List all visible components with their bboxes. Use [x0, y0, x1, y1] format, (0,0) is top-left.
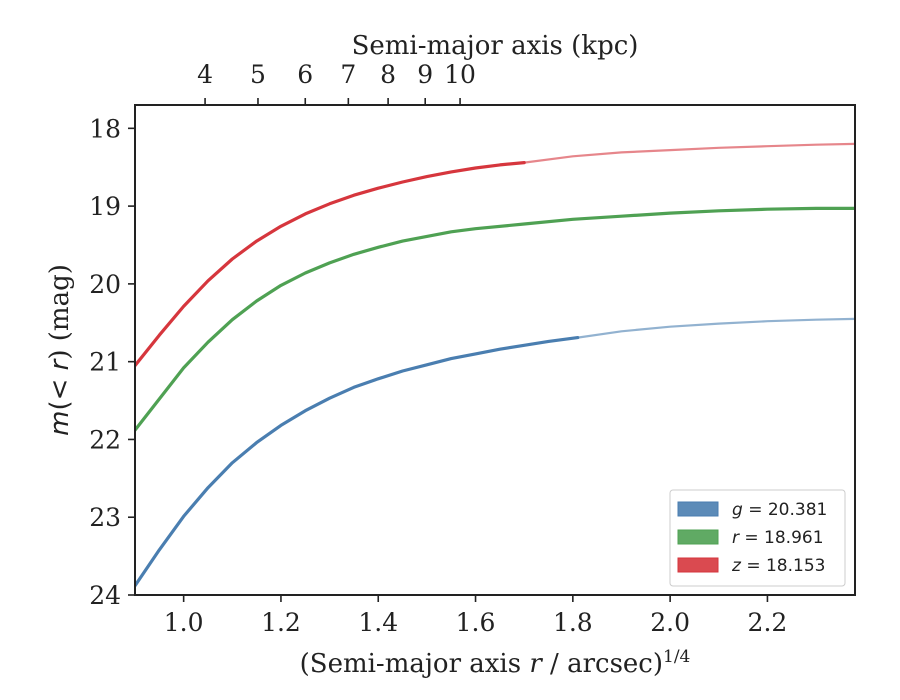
x-tick-label: 1.4: [358, 608, 398, 637]
legend-label-g: g = 20.381: [732, 500, 827, 520]
ticks-layer: 1.0 1.2 1.4 1.6 1.8 2.0 2.2 18 19 20 21 22 23 24 4 5 6 7 8…: [89, 60, 787, 637]
top-x-tick-label: 10: [444, 60, 476, 89]
top-x-tick-label: 5: [250, 60, 266, 89]
y-tick-label: 19: [89, 192, 121, 221]
y-axis-title-part-1: (<: [45, 370, 75, 410]
y-tick-label: 22: [89, 425, 121, 454]
x-axis-title-part-1: (Semi-major axis: [300, 649, 530, 679]
x-axis-title-exponent: 1/4: [663, 647, 690, 667]
series-line-g: [135, 336, 580, 588]
series-line-z: [135, 161, 526, 368]
plot-frame: [134, 104, 856, 596]
y-tick-label: 24: [89, 581, 121, 610]
y-axis-title-part-2: ) (mag): [45, 264, 75, 360]
x-tick-label: 1.6: [456, 608, 496, 637]
y-tick-label: 18: [89, 114, 121, 143]
series-layer: [135, 142, 855, 588]
legend-entries: g = 20.381 r = 18.961 z = 18.153: [677, 500, 827, 576]
top-x-tick-label: 7: [340, 60, 356, 89]
y-tick-label: 23: [89, 503, 121, 532]
top-x-tick-label: 8: [380, 60, 396, 89]
legend-swatch-g: [677, 501, 719, 517]
legend-label-r: r = 18.961: [732, 528, 824, 548]
x-tick-label: 1.8: [553, 608, 593, 637]
y-axis-title-variable: r: [45, 357, 75, 370]
legend: g = 20.381 r = 18.961 z = 18.153: [669, 489, 846, 587]
top-x-tick-label: 9: [417, 60, 433, 89]
x-tick-label: 2.2: [748, 608, 788, 637]
series-line-g-extrapolated: [576, 317, 855, 339]
x-tick-label: 2.0: [650, 608, 690, 637]
y-tick-label: 21: [89, 348, 121, 377]
x-axis-title: (Semi-major axis r / arcsec)1/4: [300, 647, 691, 679]
series-line-z-extrapolated: [523, 142, 855, 164]
x-tick-label: 1.2: [261, 608, 301, 637]
y-tick-label: 20: [89, 270, 121, 299]
x-axis-title-part-2: / arcsec): [542, 649, 663, 679]
top-x-axis-title: Semi-major axis (kpc): [352, 31, 639, 61]
legend-label-z: z = 18.153: [731, 556, 825, 576]
series-line-r: [135, 206, 855, 432]
legend-swatch-z: [677, 557, 719, 573]
legend-swatch-r: [677, 529, 719, 545]
x-tick-label: 1.0: [164, 608, 204, 637]
y-axis-title-symbol: m: [45, 411, 75, 436]
y-axis-title: m(< r) (mag): [45, 264, 75, 436]
top-x-tick-label: 6: [297, 60, 313, 89]
x-axis-title-variable: r: [529, 649, 543, 679]
top-x-tick-label: 4: [197, 60, 213, 89]
